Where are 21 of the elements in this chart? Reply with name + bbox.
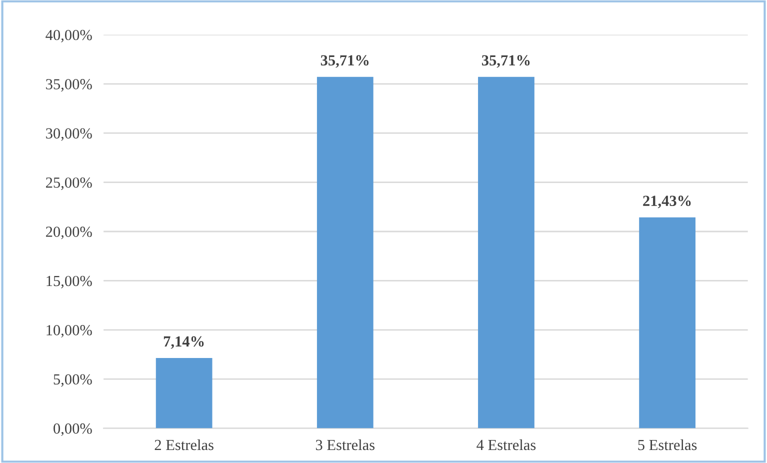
data-label: 35,71% <box>320 55 369 68</box>
y-tick-label: 15,00% <box>46 276 92 288</box>
y-tick-label: 30,00% <box>46 128 92 141</box>
y-tick-label: 5,00% <box>54 374 92 387</box>
bar <box>316 76 374 428</box>
x-tick-label: 4 Estrelas <box>476 439 536 450</box>
y-tick-label: 25,00% <box>46 177 92 190</box>
bar <box>478 76 534 428</box>
y-tick-label: 40,00% <box>46 30 92 42</box>
x-tick-label: 3 Estrelas <box>316 439 375 450</box>
y-tick-label: 10,00% <box>46 325 92 338</box>
data-label: 21,43% <box>643 196 691 208</box>
x-tick-label: 5 Estrelas <box>638 439 697 450</box>
y-tick-label: 0,00% <box>54 423 92 436</box>
data-label: 35,71% <box>482 55 530 68</box>
y-tick-label: 35,00% <box>46 79 92 92</box>
data-label: 7,14% <box>164 336 204 349</box>
x-tick-label: 2 Estrelas <box>154 439 214 450</box>
bar <box>156 358 212 428</box>
bar <box>639 217 696 428</box>
y-tick-label: 20,00% <box>46 226 92 240</box>
